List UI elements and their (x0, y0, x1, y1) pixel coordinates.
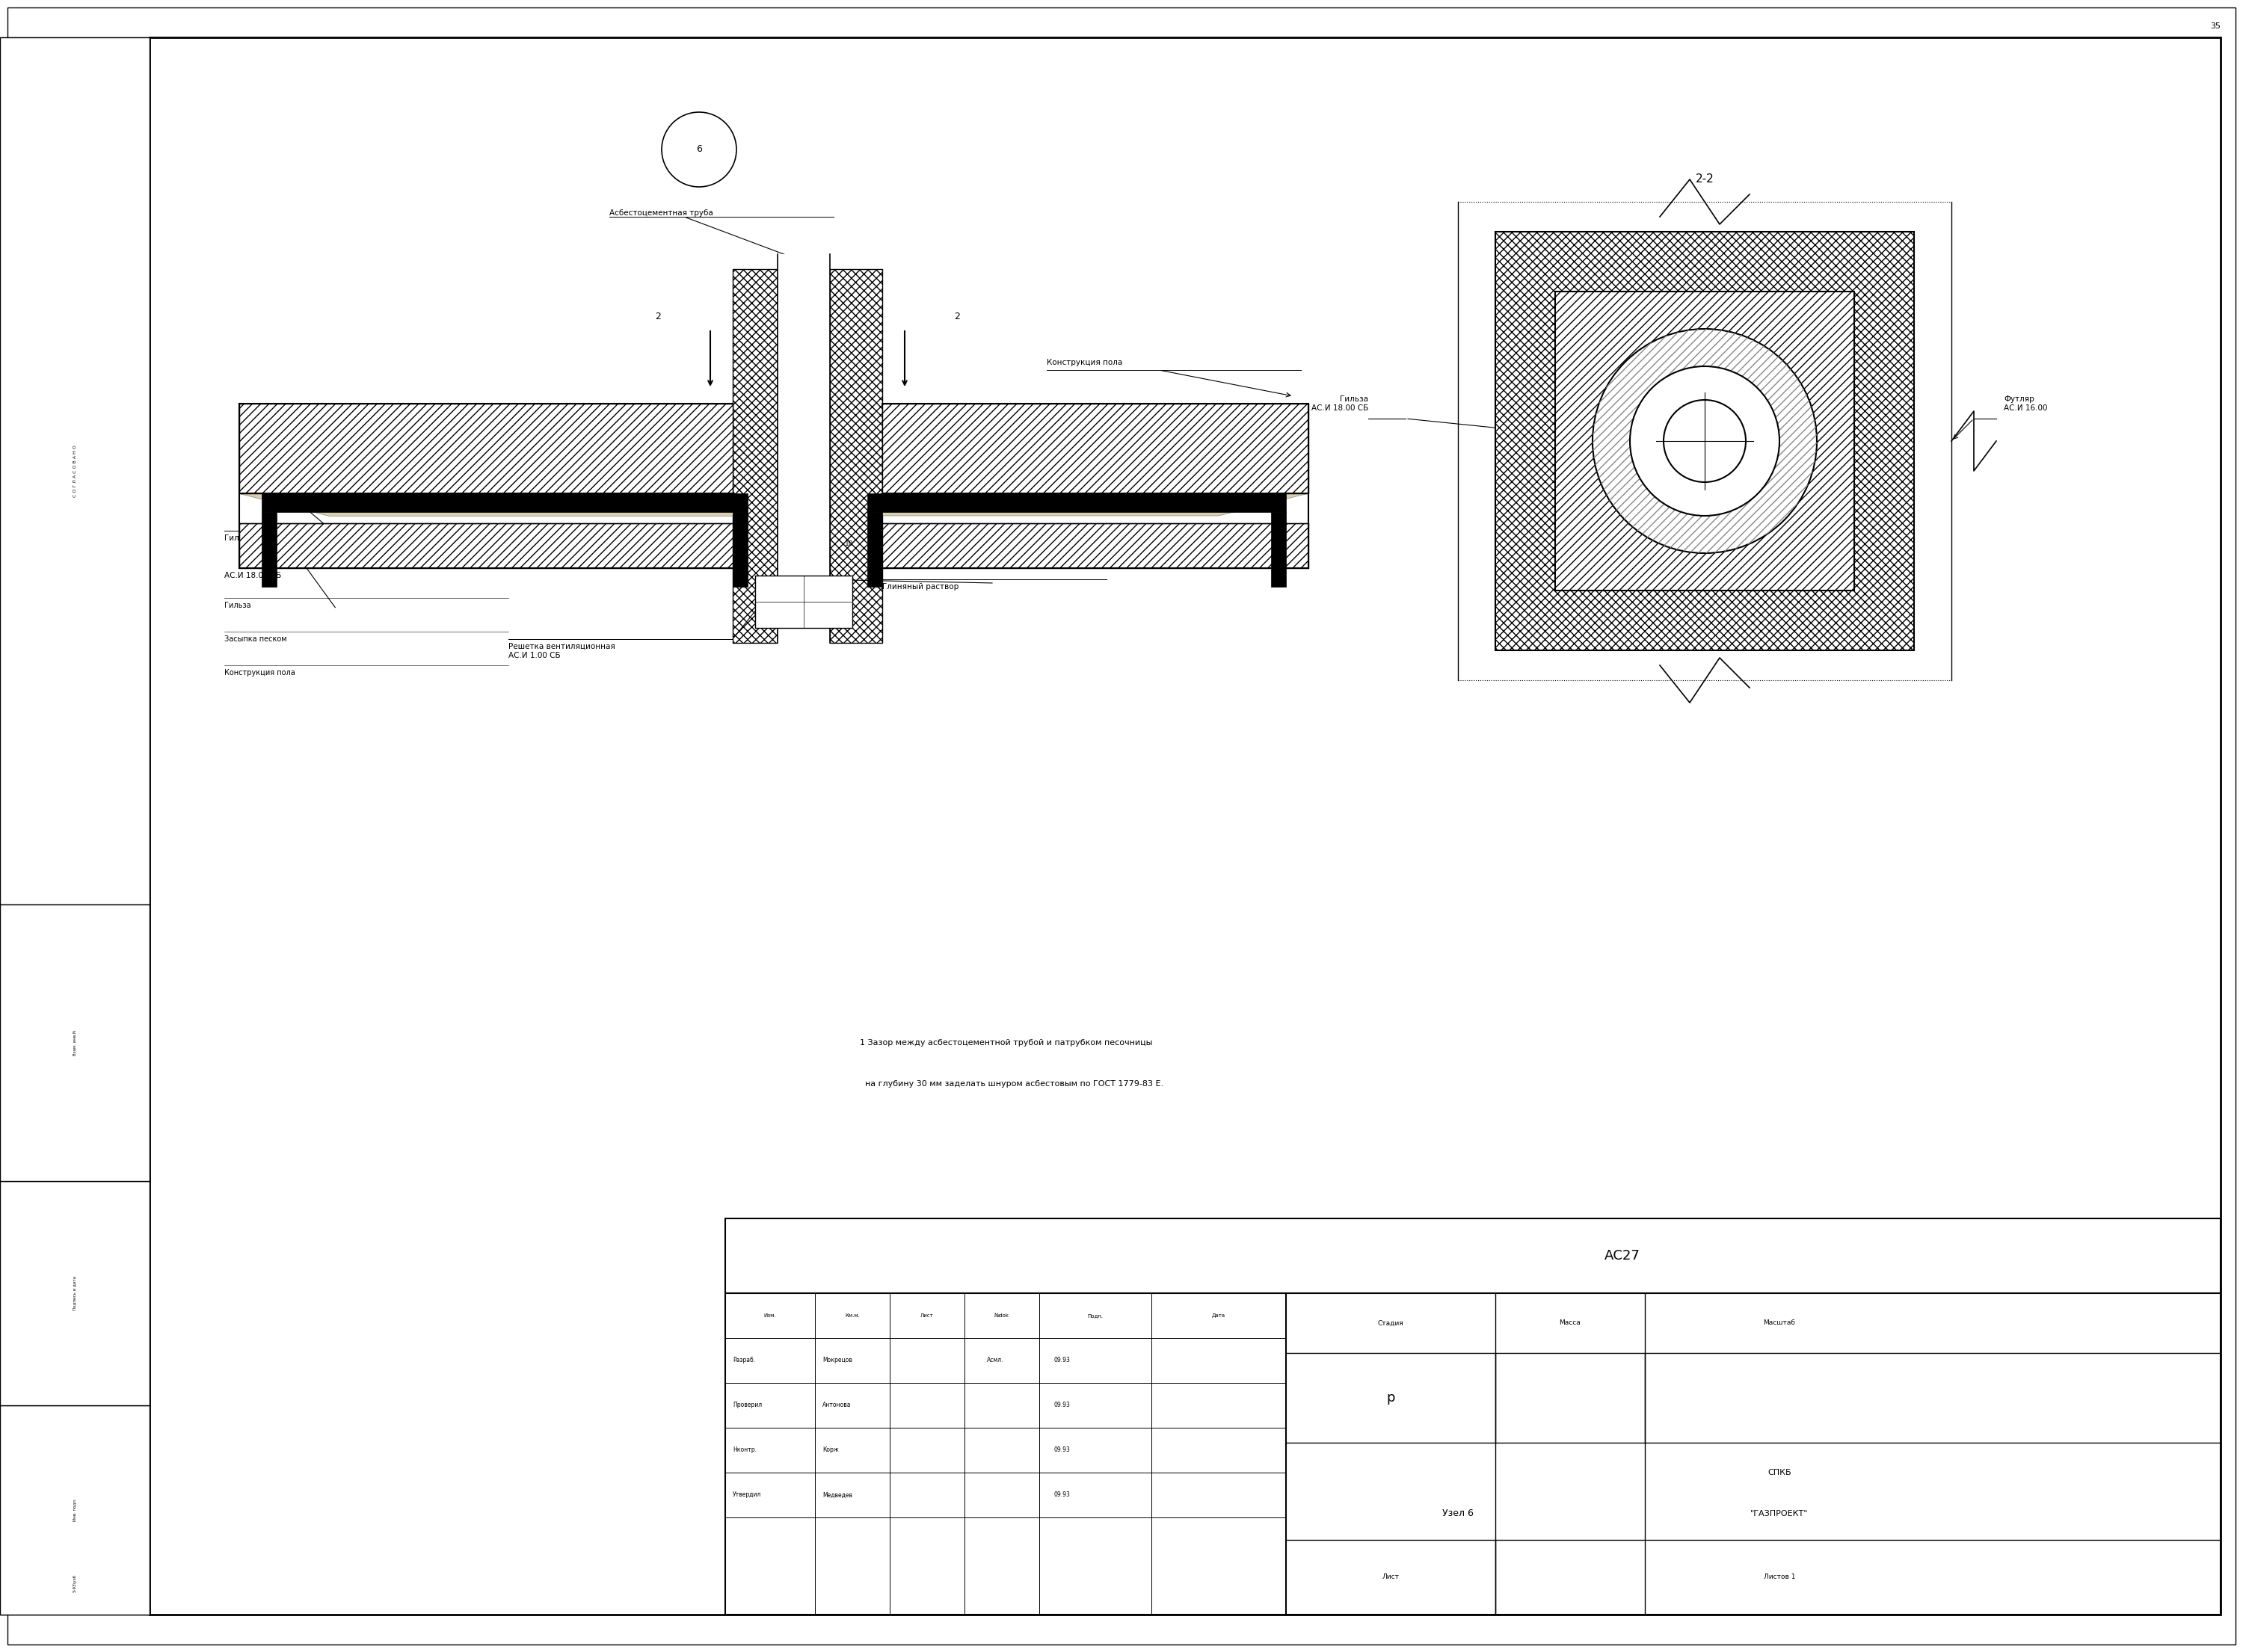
Text: Инв. подл.: Инв. подл. (72, 1498, 76, 1521)
Text: Гильза
АС.И 18.00 СБ: Гильза АС.И 18.00 СБ (1312, 395, 1368, 411)
Bar (1496, 231, 1913, 651)
Text: Медведев: Медведев (823, 1492, 852, 1498)
Text: Антонова: Антонова (823, 1403, 852, 1409)
Text: №dok: №dok (994, 1313, 1009, 1318)
Text: на глубину 30 мм заделать шнуром асбестовым по ГОСТ 1779-83 Е.: на глубину 30 мм заделать шнуром асбесто… (859, 1080, 1164, 1087)
Bar (1554, 291, 1855, 590)
Text: Футляр
АС.И 16.00: Футляр АС.И 16.00 (2003, 395, 2048, 411)
Text: Масса: Масса (1559, 1320, 1581, 1327)
Text: Засыпка песком: Засыпка песком (224, 636, 287, 643)
Text: Км.м.: Км.м. (846, 1313, 859, 1318)
Text: Асбестоцементная труба: Асбестоцементная труба (610, 210, 713, 216)
Text: Асмл.: Асмл. (987, 1356, 1005, 1365)
Text: 2-2: 2-2 (1696, 173, 1714, 185)
Polygon shape (240, 494, 733, 515)
Text: Проверил: Проверил (733, 1403, 763, 1409)
Text: С О Г Л А С О В А Н О: С О Г Л А С О В А Н О (72, 444, 76, 497)
Text: Взам. инв.N: Взам. инв.N (72, 1031, 76, 1056)
Bar (868, 494, 1285, 512)
Text: Конструкция пола: Конструкция пола (1047, 358, 1122, 367)
Text: Решетка вентиляционная
АС.И 1.00 СБ: Решетка вентиляционная АС.И 1.00 СБ (509, 643, 615, 659)
Text: Листов 1: Листов 1 (1763, 1574, 1794, 1581)
Circle shape (1664, 400, 1745, 482)
Text: Мокрецов: Мокрецов (823, 1356, 852, 1365)
Text: Гильза: Гильза (224, 601, 251, 610)
Text: Подп.: Подп. (1088, 1313, 1104, 1318)
Bar (733, 269, 778, 643)
Text: Стадия: Стадия (1377, 1320, 1404, 1327)
Bar (724, 1219, 2221, 1614)
Bar (756, 575, 852, 628)
Text: АС.И 18.00 СБ: АС.И 18.00 СБ (224, 572, 280, 580)
Text: Утвердил: Утвердил (733, 1492, 760, 1498)
Text: Бетон кл.В7.5: Бетон кл.В7.5 (1047, 539, 1104, 545)
Bar (0, 1406, 150, 1614)
Text: АС27: АС27 (1604, 1249, 1640, 1262)
Text: 1 Зазор между асбестоцементной трубой и патрубком песочницы: 1 Зазор между асбестоцементной трубой и … (859, 1039, 1153, 1046)
Text: Футляр
АС.И 16.00: Футляр АС.И 16.00 (897, 441, 938, 458)
Bar (0, 1181, 150, 1406)
Text: "ГАЗПРОЕКТ": "ГАЗПРОЕКТ" (1750, 1510, 1808, 1518)
Text: 09.93: 09.93 (1054, 1356, 1070, 1365)
Text: 2: 2 (953, 312, 960, 322)
Bar (1554, 291, 1855, 590)
Bar (830, 269, 881, 643)
Bar (0, 38, 150, 1614)
Bar (262, 512, 276, 586)
Circle shape (1593, 329, 1817, 553)
Text: Подпись и дата: Подпись и дата (72, 1275, 76, 1310)
Bar (733, 512, 747, 586)
Text: СПКБ: СПКБ (1767, 1469, 1792, 1477)
Bar (240, 403, 733, 494)
Bar (262, 494, 747, 512)
Text: Гильза: Гильза (224, 535, 253, 542)
Text: 6: 6 (695, 145, 702, 154)
Text: Конструкция пола: Конструкция пола (224, 669, 296, 677)
Text: Глиняный раствор: Глиняный раствор (881, 583, 958, 590)
Bar (868, 512, 881, 586)
Text: Дата: Дата (1211, 1313, 1225, 1318)
Text: Лист: Лист (1382, 1574, 1400, 1581)
Text: Изм.: Изм. (765, 1313, 776, 1318)
Bar (240, 524, 733, 568)
Text: 5-93\уз6: 5-93\уз6 (72, 1574, 76, 1593)
Circle shape (1631, 367, 1779, 515)
Bar (0, 38, 150, 905)
Bar (0, 905, 150, 1181)
Text: Разраб.: Разраб. (733, 1356, 756, 1365)
Text: р: р (1386, 1391, 1395, 1404)
Text: 09.93: 09.93 (1054, 1403, 1070, 1409)
Bar (1272, 512, 1285, 586)
Bar (778, 254, 830, 657)
Text: Корж: Корж (823, 1447, 839, 1454)
Polygon shape (881, 494, 1308, 515)
Bar (881, 524, 1308, 568)
Text: Нконтр.: Нконтр. (733, 1447, 756, 1454)
Text: 09.93: 09.93 (1054, 1492, 1070, 1498)
Text: Масштаб: Масштаб (1763, 1320, 1794, 1327)
Text: 2: 2 (655, 312, 662, 322)
Text: 35: 35 (2209, 23, 2221, 30)
Bar (881, 403, 1308, 494)
Text: 09.93: 09.93 (1054, 1447, 1070, 1454)
Text: 10: 10 (846, 540, 852, 547)
Text: Лист: Лист (920, 1313, 933, 1318)
Text: Узел 6: Узел 6 (1442, 1508, 1474, 1518)
Text: Конструкция несгораемого
перекрытия: Конструкция несгораемого перекрытия (1061, 464, 1175, 479)
